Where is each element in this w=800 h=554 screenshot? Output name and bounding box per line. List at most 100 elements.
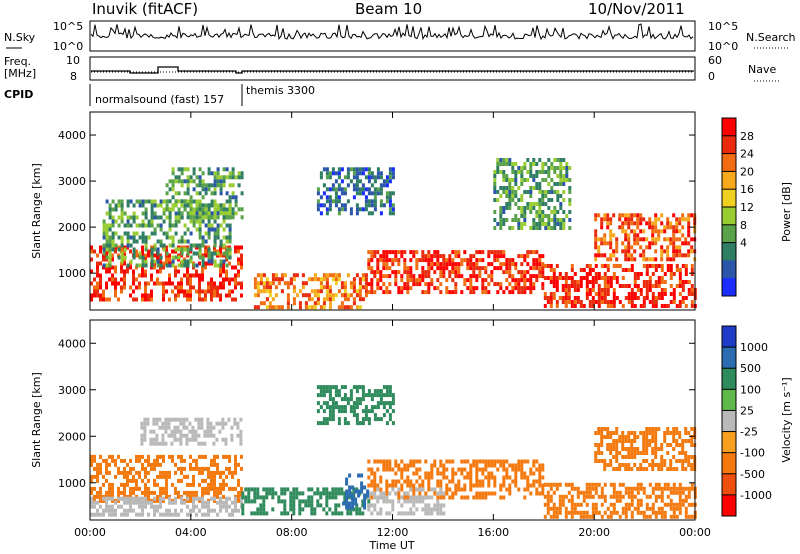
heatmap-cell: [687, 280, 691, 284]
heatmap-cell: [228, 207, 232, 212]
heatmap-cell: [511, 258, 515, 263]
heatmap-cell: [259, 301, 263, 306]
heatmap-cell: [624, 268, 628, 272]
heatmap-cell: [654, 482, 658, 487]
heatmap-cell: [645, 459, 649, 463]
heatmap-cell: [645, 296, 649, 300]
heatmap-cell: [654, 284, 658, 288]
heatmap-cell: [228, 496, 231, 501]
heatmap-cell: [672, 300, 676, 304]
heatmap-cell: [253, 281, 257, 286]
heatmap-cell: [526, 487, 530, 492]
heatmap-cell: [132, 281, 135, 286]
heatmap-cell: [421, 487, 425, 492]
heatmap-cell: [687, 463, 691, 467]
heatmap-cell: [660, 455, 664, 459]
heatmap-cell: [358, 293, 362, 298]
heatmap-cell: [451, 278, 455, 283]
heatmap-cell: [690, 264, 694, 268]
heatmap-cell: [499, 483, 503, 488]
heatmap-cell: [331, 183, 335, 188]
heatmap-cell: [675, 502, 679, 507]
heatmap-cell: [138, 486, 141, 491]
heatmap-cell: [612, 490, 616, 495]
heatmap-cell: [340, 491, 344, 496]
heatmap-cell: [219, 191, 223, 196]
heatmap-cell: [168, 281, 171, 286]
heatmap-cell: [609, 257, 613, 262]
heatmap-cell: [373, 491, 377, 496]
heatmap-cell: [424, 459, 428, 464]
heatmap-cell: [549, 494, 553, 499]
heatmap-cell: [99, 293, 102, 298]
heatmap-cell: [585, 292, 589, 296]
heatmap-cell: [363, 485, 367, 490]
heatmap-cell: [654, 213, 658, 218]
heatmap-cell: [364, 405, 368, 410]
heatmap-cell: [535, 487, 539, 492]
heatmap-cell: [562, 178, 566, 182]
heatmap-cell: [367, 171, 371, 176]
heatmap-cell: [162, 261, 165, 266]
heatmap-cell: [606, 300, 610, 304]
heatmap-cell: [135, 500, 138, 505]
heatmap-cell: [621, 439, 625, 443]
heatmap-cell: [337, 175, 341, 180]
heatmap-cell: [256, 293, 260, 298]
heatmap-cell: [173, 437, 177, 442]
heatmap-cell: [409, 483, 413, 488]
heatmap-cell: [105, 496, 108, 501]
heatmap-cell: [591, 304, 595, 308]
heatmap-cell: [361, 183, 365, 188]
heatmap-cell: [237, 249, 240, 254]
heatmap-cell: [651, 463, 655, 467]
heatmap-cell: [409, 274, 413, 279]
heatmap-cell: [210, 199, 214, 204]
heatmap-cell: [466, 286, 470, 291]
heatmap-cell: [96, 462, 99, 467]
heatmap-cell: [183, 203, 187, 208]
heatmap-cell: [99, 498, 102, 503]
heatmap-cell: [409, 495, 413, 500]
heatmap-cell: [424, 471, 428, 476]
heatmap-cell: [600, 288, 604, 292]
heatmap-cell: [355, 175, 359, 180]
heatmap-cell: [180, 259, 184, 264]
heatmap-cell: [268, 289, 272, 294]
heatmap-cell: [642, 435, 646, 439]
heatmap-cell: [292, 297, 296, 302]
heatmap-cell: [256, 495, 260, 500]
heatmap-cell: [159, 486, 162, 491]
heatmap-cell: [268, 491, 272, 496]
heatmap-cell: [173, 429, 177, 434]
heatmap-cell: [570, 276, 574, 280]
heatmap-cell: [454, 471, 458, 476]
heatmap-cell: [475, 483, 479, 488]
heatmap-cell: [165, 245, 168, 250]
heatmap-cell: [114, 231, 118, 236]
heatmap-cell: [555, 482, 559, 487]
heatmap-cell: [165, 486, 168, 491]
heatmap-cell: [523, 475, 527, 480]
heatmap-cell: [253, 511, 257, 516]
heatmap-cell: [328, 293, 332, 298]
heatmap-cell: [180, 500, 183, 505]
heatmap-cell: [487, 479, 491, 484]
heatmap-cell: [475, 258, 479, 263]
heatmap-cell: [633, 506, 637, 511]
heatmap-cell: [171, 249, 174, 254]
heatmap-cell: [108, 211, 112, 216]
heatmap-cell: [337, 487, 341, 492]
heatmap-cell: [307, 487, 311, 492]
heatmap-cell: [514, 463, 518, 468]
heatmap-cell: [496, 266, 500, 271]
heatmap-cell: [358, 191, 362, 196]
heatmap-cell: [615, 510, 619, 515]
heatmap-cell: [379, 507, 383, 512]
heatmap-cell: [582, 276, 586, 280]
heatmap-cell: [436, 467, 440, 472]
heatmap-cell: [681, 217, 685, 222]
heatmap-cell: [141, 245, 144, 250]
heatmap-cell: [343, 393, 347, 398]
heatmap-cell: [357, 493, 361, 498]
